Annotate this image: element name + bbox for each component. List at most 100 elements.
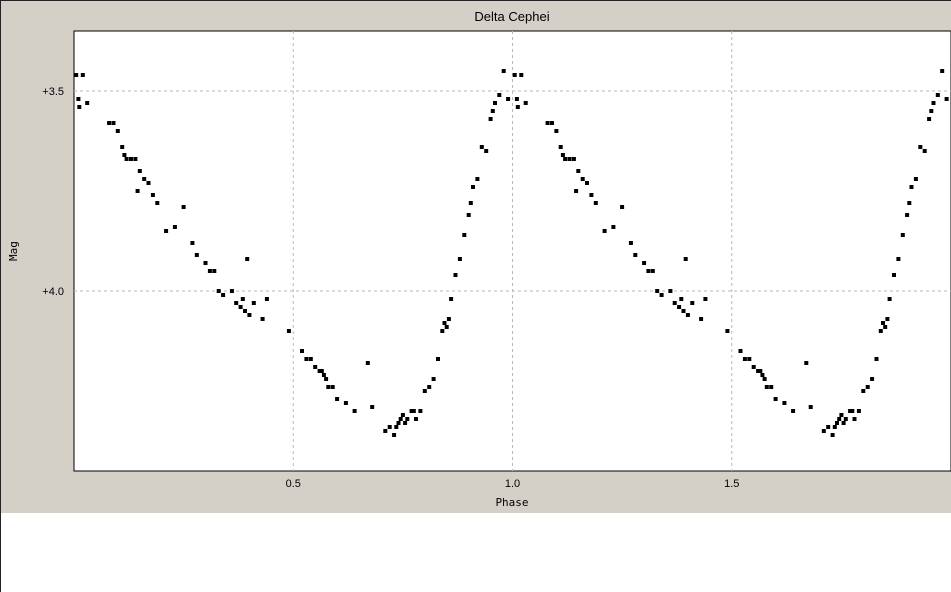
data-point <box>449 297 454 301</box>
data-point <box>905 213 910 217</box>
x-axis-label: Phase <box>495 496 528 509</box>
data-points <box>74 69 949 437</box>
data-point <box>80 73 85 77</box>
data-point <box>326 385 331 389</box>
data-point <box>545 121 550 125</box>
data-point <box>672 301 677 305</box>
data-point <box>633 253 638 257</box>
data-point <box>238 305 243 309</box>
data-point <box>321 373 326 377</box>
data-point <box>493 101 497 105</box>
data-point <box>370 405 375 409</box>
data-point <box>150 193 155 197</box>
data-point <box>190 241 195 245</box>
data-point <box>620 205 625 209</box>
data-point <box>501 69 506 73</box>
data-point <box>861 389 866 393</box>
data-point <box>207 269 212 273</box>
data-point <box>870 377 875 381</box>
data-point <box>907 201 912 205</box>
data-point <box>243 309 247 313</box>
data-point <box>111 121 116 125</box>
data-point <box>887 297 892 301</box>
data-point <box>330 385 335 389</box>
data-point <box>918 145 923 149</box>
data-point <box>506 97 511 101</box>
y-tick-label: +4.0 <box>42 286 64 298</box>
light-curve-chart: Delta Cephei +3.5 +4.0 0.5 1.0 1.5 Mag Phas… <box>7 9 951 509</box>
data-point <box>251 301 256 305</box>
data-point <box>260 317 265 321</box>
data-point <box>300 349 304 353</box>
data-point <box>317 369 322 373</box>
data-point <box>841 421 846 425</box>
data-point <box>335 397 340 401</box>
data-point <box>212 269 217 273</box>
data-point <box>422 389 427 393</box>
data-point <box>900 233 905 237</box>
data-point <box>444 325 449 329</box>
data-point <box>804 361 809 365</box>
data-point <box>400 413 405 417</box>
x-tick-labels: 0.5 1.0 1.5 <box>286 478 740 490</box>
data-point <box>835 421 839 425</box>
data-point <box>677 305 682 309</box>
data-point <box>927 117 932 121</box>
data-point <box>146 181 151 185</box>
data-point <box>611 225 616 229</box>
data-point <box>782 401 787 405</box>
data-point <box>699 317 704 321</box>
data-point <box>427 385 432 389</box>
data-point <box>471 185 475 189</box>
chart-panel: Delta Cephei +3.5 +4.0 0.5 1.0 1.5 Mag Phas… <box>1 1 951 513</box>
data-point <box>896 257 901 261</box>
data-point <box>878 329 883 333</box>
data-point <box>519 73 524 77</box>
data-point <box>852 417 857 421</box>
data-point <box>725 329 730 333</box>
data-point <box>580 177 585 181</box>
data-point <box>523 101 528 105</box>
data-point <box>764 385 769 389</box>
data-point <box>738 349 743 353</box>
y-tick-label: +3.5 <box>42 86 64 98</box>
data-point <box>940 69 945 73</box>
data-point <box>760 373 765 377</box>
data-point <box>234 301 239 305</box>
data-point <box>394 425 399 429</box>
data-point <box>107 121 112 125</box>
data-point <box>655 289 660 293</box>
data-point <box>418 409 423 413</box>
data-point <box>832 425 837 429</box>
data-point <box>352 409 357 413</box>
data-point <box>181 205 186 209</box>
data-point <box>515 105 520 109</box>
data-point <box>115 129 120 133</box>
data-point <box>324 377 329 381</box>
data-point <box>319 369 324 373</box>
x-tick-label: 0.5 <box>286 478 301 490</box>
data-point <box>343 401 348 405</box>
data-point <box>885 317 890 321</box>
data-point <box>821 429 826 433</box>
data-point <box>576 169 581 173</box>
data-point <box>762 377 767 381</box>
data-point <box>411 409 416 413</box>
data-point <box>442 321 447 325</box>
data-point <box>585 181 589 185</box>
data-point <box>843 417 848 421</box>
data-point <box>446 317 451 321</box>
data-point <box>142 177 147 181</box>
data-point <box>685 313 690 317</box>
data-point <box>462 233 467 237</box>
data-point <box>512 73 517 77</box>
data-point <box>85 101 90 105</box>
data-point <box>396 421 401 425</box>
chart-title: Delta Cephei <box>474 9 549 24</box>
data-point <box>865 385 870 389</box>
data-point <box>286 329 291 333</box>
data-point <box>909 185 914 189</box>
data-point <box>837 417 842 421</box>
data-point <box>479 145 484 149</box>
x-tick-label: 1.0 <box>505 478 520 490</box>
